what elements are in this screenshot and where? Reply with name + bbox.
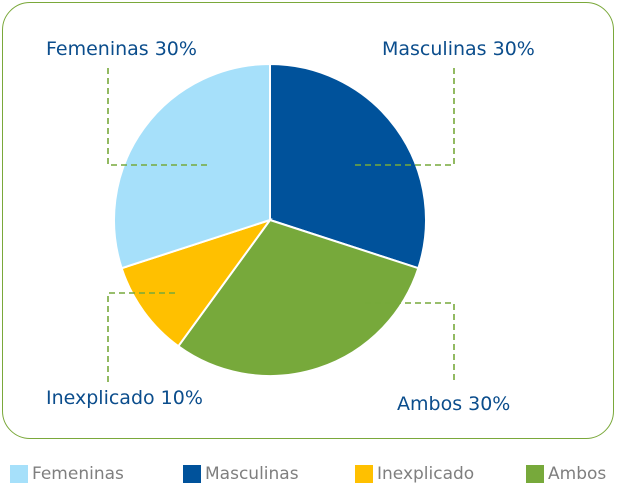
leader-lines	[107, 68, 455, 382]
pie-slice-inexplicado	[120, 218, 273, 348]
pie-slice-masculinas	[269, 62, 427, 270]
data-label-inexplicado: Inexplicado 10%	[46, 387, 203, 409]
pie-slices	[113, 62, 427, 377]
leader-line-masculinas	[352, 68, 455, 166]
legend-swatch-femeninas	[10, 465, 28, 483]
legend-item-inexplicado: Inexplicado	[355, 463, 474, 485]
legend-label-ambos: Ambos	[548, 464, 607, 484]
data-label-ambos: Ambos 30%	[397, 393, 511, 415]
legend: Femeninas Masculinas Inexplicado Ambos	[10, 463, 615, 485]
leader-line-femeninas	[107, 68, 210, 166]
legend-label-inexplicado: Inexplicado	[377, 464, 475, 484]
data-label-femeninas: Femeninas 30%	[46, 38, 197, 60]
pie-slice-ambos	[176, 218, 420, 377]
legend-label-masculinas: Masculinas	[205, 464, 299, 484]
leader-line-ambos	[362, 302, 455, 380]
legend-item-femeninas: Femeninas	[10, 463, 124, 485]
leader-line-inexplicado	[107, 292, 175, 382]
legend-item-masculinas: Masculinas	[183, 463, 299, 485]
chart-panel	[2, 2, 614, 439]
pie-slice-femeninas	[113, 62, 271, 270]
legend-swatch-masculinas	[183, 465, 201, 483]
legend-item-ambos: Ambos	[526, 463, 606, 485]
data-label-masculinas: Masculinas 30%	[382, 38, 535, 60]
legend-swatch-ambos	[526, 465, 544, 483]
legend-label-femeninas: Femeninas	[32, 464, 124, 484]
legend-swatch-inexplicado	[355, 465, 373, 483]
